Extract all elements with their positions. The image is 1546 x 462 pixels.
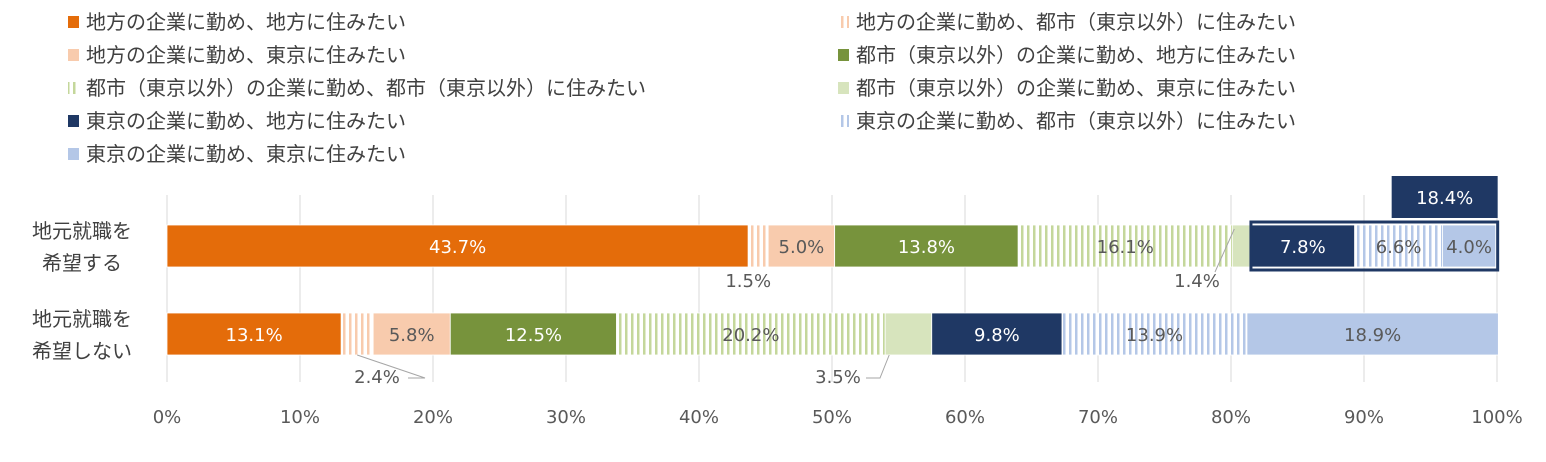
x-tick-label: 90%: [1344, 407, 1384, 428]
x-tick-label: 70%: [1078, 407, 1118, 428]
legend-swatch: [68, 82, 79, 94]
legend-item: 都市（東京以外）の企業に勤め、東京に住みたい: [838, 76, 1296, 100]
legend-label: 東京の企業に勤め、都市（東京以外）に住みたい: [856, 109, 1296, 133]
legend-label: 東京の企業に勤め、地方に住みたい: [86, 109, 406, 133]
category-label: 希望する: [42, 251, 122, 275]
x-tick-label: 20%: [413, 407, 453, 428]
data-label: 5.8%: [389, 325, 435, 346]
legend: 地方の企業に勤め、地方に住みたい 地方の企業に勤め、都市（東京以外）に住みたい地方…: [68, 10, 1296, 166]
x-tick-label: 100%: [1471, 407, 1522, 428]
data-label: 2.4%: [354, 367, 400, 388]
data-label: 16.1%: [1097, 237, 1154, 258]
legend-label: 東京の企業に勤め、東京に住みたい: [86, 142, 406, 166]
bar-segment: [884, 312, 933, 356]
data-label: 13.8%: [898, 237, 955, 258]
category-label: 希望しない: [32, 339, 132, 363]
annotation-label: 18.4%: [1416, 188, 1473, 209]
data-label: 4.0%: [1446, 237, 1492, 258]
x-tick-label: 30%: [546, 407, 586, 428]
bar-segment: [1061, 312, 1248, 356]
x-tick-label: 10%: [280, 407, 320, 428]
legend-label: 都市（東京以外）の企業に勤め、東京に住みたい: [856, 76, 1296, 100]
data-label: 6.6%: [1376, 237, 1422, 258]
x-tick-label: 80%: [1211, 407, 1251, 428]
data-label: 1.5%: [725, 271, 771, 292]
legend-swatch: [68, 148, 79, 160]
x-tick-label: 60%: [945, 407, 985, 428]
x-tick-label: 40%: [679, 407, 719, 428]
legend-swatch: [68, 115, 79, 127]
data-label: 9.8%: [974, 325, 1020, 346]
bars: [166, 224, 1499, 356]
data-label: 7.8%: [1280, 237, 1326, 258]
legend-label: 都市（東京以外）の企業に勤め、都市（東京以外）に住みたい: [86, 76, 646, 100]
category-label: 地元就職を: [32, 307, 132, 331]
data-label: 43.7%: [429, 237, 486, 258]
x-tick-label: 0%: [153, 407, 182, 428]
data-label: 5.0%: [779, 237, 825, 258]
bar-segment: [372, 312, 451, 356]
x-tick-label: 50%: [812, 407, 852, 428]
legend-item: 都市（東京以外）の企業に勤め、地方に住みたい: [838, 43, 1296, 67]
data-label: 18.9%: [1344, 325, 1401, 346]
legend-swatch: [838, 16, 849, 28]
legend-label: 地方の企業に勤め、都市（東京以外）に住みたい: [856, 10, 1296, 34]
legend-item: 東京の企業に勤め、東京に住みたい: [68, 142, 406, 166]
legend-label: 地方の企業に勤め、地方に住みたい: [86, 10, 406, 34]
leader-line: [866, 354, 890, 379]
data-label: 20.2%: [722, 325, 779, 346]
bar-segment: [834, 224, 1019, 268]
legend-item: 地方の企業に勤め、都市（東京以外）に住みたい: [838, 10, 1296, 34]
data-label: 13.1%: [226, 325, 283, 346]
bar-segment: [1231, 224, 1252, 268]
leader-line: [357, 354, 426, 379]
leader-line: [866, 354, 890, 379]
data-label: 13.9%: [1126, 325, 1183, 346]
legend-item: 東京の企業に勤め、都市（東京以外）に住みたい: [838, 109, 1296, 133]
legend-item: 地方の企業に勤め、東京に住みたい: [68, 43, 406, 67]
legend-swatch: [838, 82, 849, 94]
legend-swatch: [68, 16, 79, 28]
legend-item: 東京の企業に勤め、地方に住みたい: [68, 109, 406, 133]
leader-line: [1214, 228, 1235, 273]
legend-swatch: [838, 49, 849, 61]
legend-item: 地方の企業に勤め、地方に住みたい: [68, 10, 406, 34]
data-label: 3.5%: [815, 367, 861, 388]
category-label: 地元就職を: [32, 219, 132, 243]
leader-line: [357, 354, 426, 379]
bar-segment: [449, 312, 617, 356]
bar-segment: [1442, 224, 1497, 268]
bar-segment: [340, 312, 374, 356]
data-label: 1.4%: [1174, 271, 1220, 292]
data-label: 12.5%: [505, 325, 562, 346]
bar-segment: [166, 312, 342, 356]
legend-swatch: [68, 49, 79, 61]
annotation-bracket: [1249, 220, 1500, 272]
bar-segment: [747, 224, 769, 268]
legend-label: 都市（東京以外）の企業に勤め、地方に住みたい: [856, 43, 1296, 67]
leader-line: [1214, 228, 1235, 273]
annotation-box: [1391, 176, 1498, 218]
bar-segment: [166, 224, 749, 268]
legend-swatch: [838, 115, 849, 127]
legend-item: 都市（東京以外）の企業に勤め、都市（東京以外）に住みたい: [68, 76, 646, 100]
legend-label: 地方の企業に勤め、東京に住みたい: [86, 43, 406, 67]
bar-segment: [1246, 312, 1499, 356]
bar-segment: [1354, 224, 1443, 268]
